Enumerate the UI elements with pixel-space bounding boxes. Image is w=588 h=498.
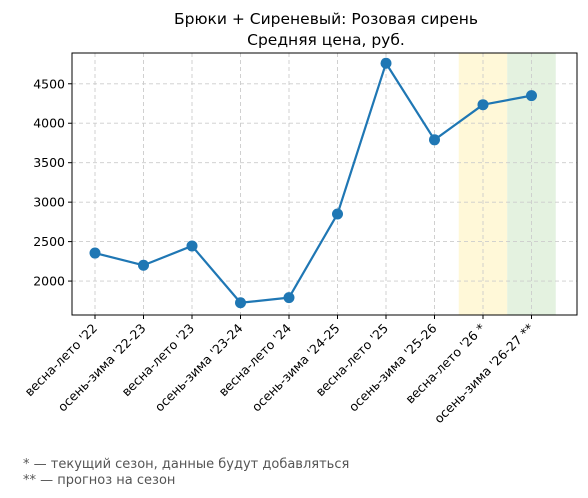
chart-title: Брюки + Сиреневый: Розовая сирень bbox=[174, 10, 478, 28]
plot-frame bbox=[71, 52, 578, 316]
x-tick-label-3: осень-зима '23-24 bbox=[152, 320, 246, 414]
x-tick-label-9: осень-зима '26-27 ** bbox=[431, 321, 537, 427]
data-point-2 bbox=[186, 240, 198, 252]
footnote-forecast: ** — прогноз на сезон bbox=[23, 473, 176, 488]
series-layer bbox=[89, 57, 537, 309]
footnote-current-season: * — текущий сезон, данные будут добавлят… bbox=[23, 457, 350, 472]
y-tick-label-5: 4500 bbox=[33, 76, 65, 91]
x-tick-label-1: осень-зима '22-23 bbox=[55, 321, 149, 415]
data-point-1 bbox=[138, 259, 149, 271]
data-point-7 bbox=[429, 134, 440, 146]
x-tick-label-5: осень-зима '24-25 bbox=[249, 321, 343, 415]
y-tick-label-3: 3500 bbox=[33, 155, 65, 170]
data-point-6 bbox=[380, 57, 392, 69]
series-line-0 bbox=[94, 62, 532, 304]
data-point-3 bbox=[235, 297, 246, 309]
season-highlights bbox=[458, 53, 556, 315]
y-tick-label-4: 4000 bbox=[33, 116, 65, 131]
data-point-4 bbox=[283, 292, 295, 304]
y-tick-label-2: 3000 bbox=[33, 195, 65, 210]
data-point-9 bbox=[526, 90, 537, 102]
y-tick-label-1: 2500 bbox=[33, 234, 65, 249]
data-point-5 bbox=[332, 208, 343, 220]
y-tick-label-0: 2000 bbox=[33, 274, 65, 289]
data-point-8 bbox=[477, 99, 489, 111]
x-tick-label-7: осень-зима '25-26 bbox=[346, 320, 440, 414]
data-point-0 bbox=[89, 247, 101, 259]
highlight-band-0 bbox=[458, 53, 508, 315]
chart-subtitle: Средняя цена, руб. bbox=[247, 31, 405, 49]
grid bbox=[72, 53, 577, 315]
